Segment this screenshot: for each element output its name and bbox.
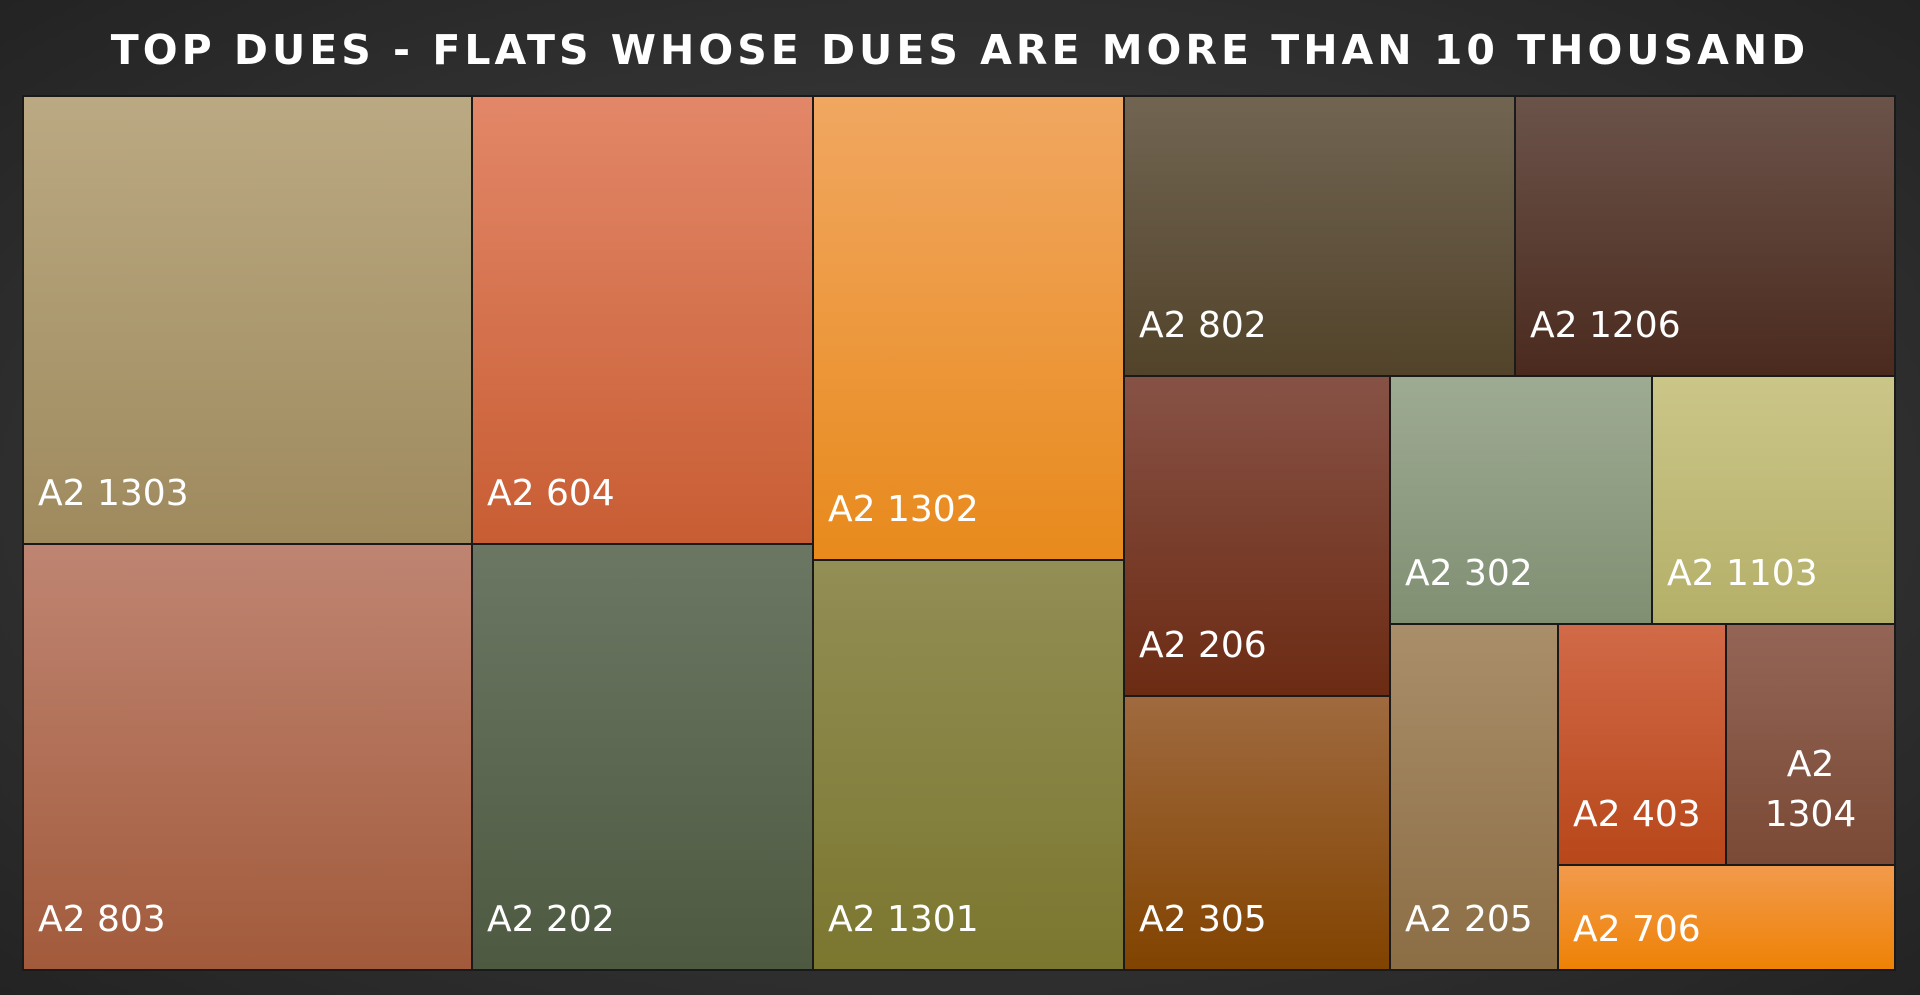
tile-a2-202[interactable]: A2 202: [471, 543, 814, 971]
tile-a2-1206[interactable]: A2 1206: [1514, 95, 1896, 377]
tile-a2-604[interactable]: A2 604: [471, 95, 814, 545]
tile-a2-1301[interactable]: A2 1301: [812, 559, 1125, 971]
tile-label: A2 202: [487, 899, 615, 940]
chart-title: TOP DUES - FLATS WHOSE DUES ARE MORE THA…: [110, 26, 1810, 74]
tile-label: A2 803: [38, 899, 166, 940]
tile-label: A2 1103: [1667, 553, 1818, 594]
tile-a2-803[interactable]: A2 803: [22, 543, 473, 971]
tile-label: A2 604: [487, 473, 615, 514]
tile-label: A2 1302: [828, 489, 979, 530]
tile-a2-1302[interactable]: A2 1302: [812, 95, 1125, 561]
tile-label: A2 1206: [1530, 305, 1681, 346]
tile-label: A2 403: [1573, 794, 1701, 835]
tile-label: A2 706: [1573, 909, 1701, 950]
tile-a2-302[interactable]: A2 302: [1389, 375, 1653, 625]
tile-label: A2 206: [1139, 625, 1267, 666]
tile-a2-1304[interactable]: A2 1304: [1725, 623, 1896, 866]
tile-label: A2 1303: [38, 473, 189, 514]
tile-label: A2 1301: [828, 899, 979, 940]
tile-a2-305[interactable]: A2 305: [1123, 695, 1391, 971]
treemap: A2 1303 A2 803 A2 604 A2 202 A2 1302 A2 …: [22, 95, 1896, 971]
tile-a2-206[interactable]: A2 206: [1123, 375, 1391, 697]
tile-label: A2 302: [1405, 553, 1533, 594]
tile-a2-706[interactable]: A2 706: [1557, 864, 1896, 971]
tile-a2-802[interactable]: A2 802: [1123, 95, 1516, 377]
tile-a2-205[interactable]: A2 205: [1389, 623, 1559, 971]
tile-a2-1103[interactable]: A2 1103: [1651, 375, 1896, 625]
tile-label: A2 802: [1139, 305, 1267, 346]
tile-label: A2 305: [1139, 899, 1267, 940]
tile-a2-403[interactable]: A2 403: [1557, 623, 1727, 866]
tile-a2-1303[interactable]: A2 1303: [22, 95, 473, 545]
tile-label: A2 1304: [1764, 744, 1857, 835]
tile-label: A2 205: [1405, 899, 1533, 940]
